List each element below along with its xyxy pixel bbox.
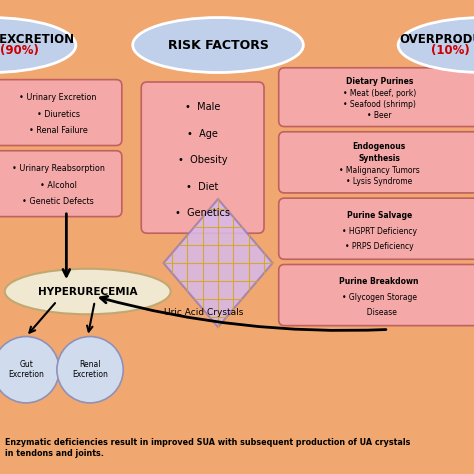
FancyBboxPatch shape	[0, 80, 122, 146]
FancyBboxPatch shape	[279, 198, 474, 259]
Text: RISK FACTORS: RISK FACTORS	[168, 38, 268, 52]
Text: •  Age: • Age	[187, 129, 218, 139]
Text: • PRPS Deficiency: • PRPS Deficiency	[345, 242, 413, 251]
Text: Disease: Disease	[362, 309, 397, 318]
Text: • Urinary Reabsorption: • Urinary Reabsorption	[12, 164, 104, 173]
Text: Enzymatic deficiencies result in improved SUA with subsequent production of UA c: Enzymatic deficiencies result in improve…	[5, 438, 410, 458]
Text: (10%): (10%)	[431, 44, 470, 57]
Text: • Meat (beef, pork): • Meat (beef, pork)	[343, 89, 416, 98]
Text: • Lysis Syndrome: • Lysis Syndrome	[346, 177, 412, 186]
Ellipse shape	[0, 337, 59, 403]
Text: Synthesis: Synthesis	[358, 154, 400, 163]
Ellipse shape	[398, 18, 474, 73]
Text: Purine Salvage: Purine Salvage	[346, 211, 412, 220]
Text: • Urinary Excretion: • Urinary Excretion	[19, 93, 97, 102]
Text: •  Obesity: • Obesity	[178, 155, 228, 165]
Text: Endogenous: Endogenous	[353, 142, 406, 151]
Text: Purine Breakdown: Purine Breakdown	[339, 277, 419, 286]
Text: •  Male: • Male	[185, 102, 220, 112]
Text: • Glycogen Storage: • Glycogen Storage	[342, 293, 417, 302]
Text: Gut
Excretion: Gut Excretion	[8, 360, 44, 379]
Text: • Genetic Defects: • Genetic Defects	[22, 197, 94, 206]
FancyBboxPatch shape	[0, 151, 122, 217]
Polygon shape	[164, 199, 273, 327]
FancyBboxPatch shape	[279, 68, 474, 127]
Text: • Malignancy Tumors: • Malignancy Tumors	[339, 165, 419, 174]
Text: (90%): (90%)	[0, 44, 38, 57]
Ellipse shape	[133, 18, 303, 73]
Text: OVERPRODU: OVERPRODU	[399, 33, 474, 46]
Text: •  Genetics: • Genetics	[175, 208, 230, 218]
Ellipse shape	[0, 18, 76, 73]
FancyArrowPatch shape	[100, 296, 386, 330]
Text: Dietary Purines: Dietary Purines	[346, 77, 413, 86]
Text: Renal
Excretion: Renal Excretion	[72, 360, 108, 379]
Text: EREXCRETION: EREXCRETION	[0, 33, 74, 46]
Text: • Beer: • Beer	[367, 111, 392, 120]
Ellipse shape	[5, 269, 171, 314]
Ellipse shape	[57, 337, 123, 403]
Text: • Diuretics: • Diuretics	[36, 109, 80, 118]
Text: • Seafood (shrimp): • Seafood (shrimp)	[343, 100, 416, 109]
Text: • Alcohol: • Alcohol	[40, 181, 76, 190]
Text: • HGPRT Deficiency: • HGPRT Deficiency	[342, 227, 417, 236]
FancyBboxPatch shape	[141, 82, 264, 233]
FancyBboxPatch shape	[279, 132, 474, 193]
Text: •  Diet: • Diet	[186, 182, 219, 191]
Text: Uric Acid Crystals: Uric Acid Crystals	[164, 309, 244, 317]
Text: HYPERURECEMIA: HYPERURECEMIA	[38, 286, 137, 297]
FancyBboxPatch shape	[279, 264, 474, 326]
Text: • Renal Failure: • Renal Failure	[29, 126, 87, 135]
